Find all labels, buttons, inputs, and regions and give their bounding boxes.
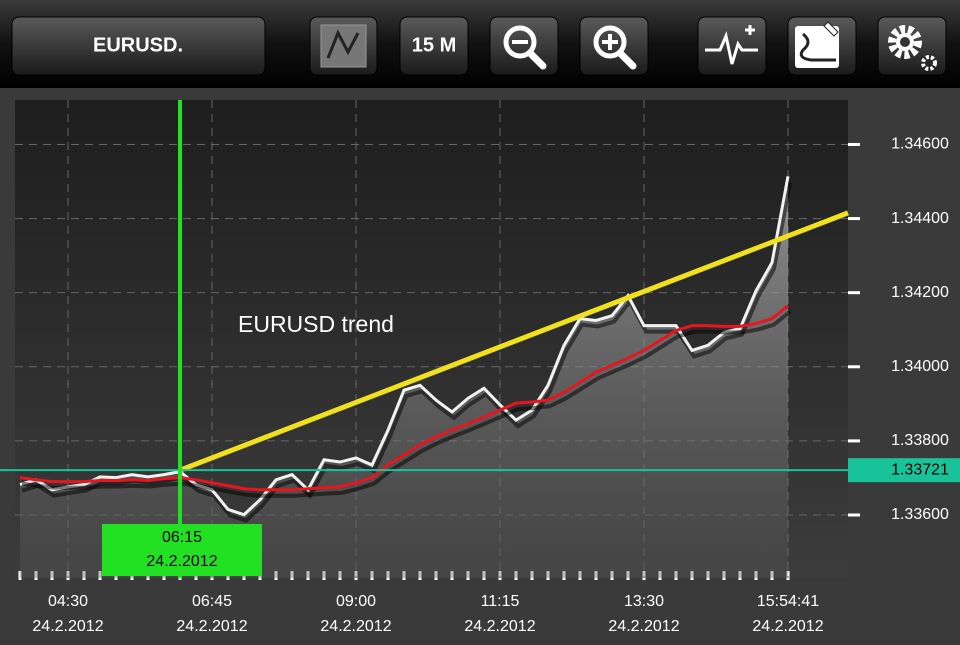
- x-date-label: 24.2.2012: [608, 618, 679, 635]
- series-line: [19, 304, 789, 492]
- y-tick-label: 1.34200: [891, 284, 949, 301]
- x-date-label: 24.2.2012: [752, 618, 823, 635]
- y-tick-label: 1.33600: [891, 506, 949, 523]
- x-tick-label: 15:54:41: [757, 593, 819, 610]
- line-shadow: [21, 181, 792, 523]
- zoom-in-button[interactable]: [579, 16, 649, 76]
- x-tick-label: 11:15: [481, 593, 520, 610]
- price-cursor-box: [848, 458, 960, 483]
- time-cursor-date: 24.2.2012: [146, 553, 217, 570]
- timeframe-label: 15 M: [412, 34, 456, 56]
- x-tick-label: 06:45: [192, 593, 232, 610]
- y-tick-label: 1.33800: [891, 432, 949, 449]
- zoom-out-button[interactable]: [489, 16, 559, 76]
- y-tick-label: 1.34600: [891, 136, 949, 153]
- price-cursor-label: 1.33721: [891, 461, 949, 478]
- draw-button[interactable]: [787, 16, 857, 76]
- trend-annotation: EURUSD trend: [238, 311, 394, 337]
- symbol-button[interactable]: EURUSD.: [11, 16, 266, 76]
- symbol-label: EURUSD.: [93, 34, 183, 56]
- y-tick-label: 1.34000: [891, 358, 949, 375]
- x-date-label: 24.2.2012: [320, 618, 391, 635]
- x-date-label: 24.2.2012: [176, 618, 247, 635]
- chart: 1.34600 1.34400 1.34200 1.34000 1.33800 1.336…: [0, 100, 960, 635]
- x-date-label: 24.2.2012: [464, 618, 535, 635]
- time-cursor-box: [102, 524, 262, 576]
- y-tick-label: 1.34400: [891, 210, 949, 227]
- x-tick-label: 09:00: [336, 593, 376, 610]
- trendline: [179, 210, 849, 473]
- settings-button[interactable]: [877, 16, 947, 76]
- timeframe-button[interactable]: 15 M: [399, 16, 469, 76]
- line-shadow: [21, 310, 792, 498]
- x-tick-label: 13:30: [624, 593, 664, 610]
- x-date-label: 24.2.2012: [32, 618, 103, 635]
- indicator-button[interactable]: [697, 16, 767, 76]
- price-area: [20, 176, 788, 578]
- toolbar: EURUSD. 15 M: [0, 0, 960, 88]
- chart-type-button[interactable]: [309, 16, 378, 76]
- series-line: [19, 176, 790, 517]
- time-cursor-time: 06:15: [162, 529, 202, 546]
- x-tick-label: 04:30: [48, 593, 88, 610]
